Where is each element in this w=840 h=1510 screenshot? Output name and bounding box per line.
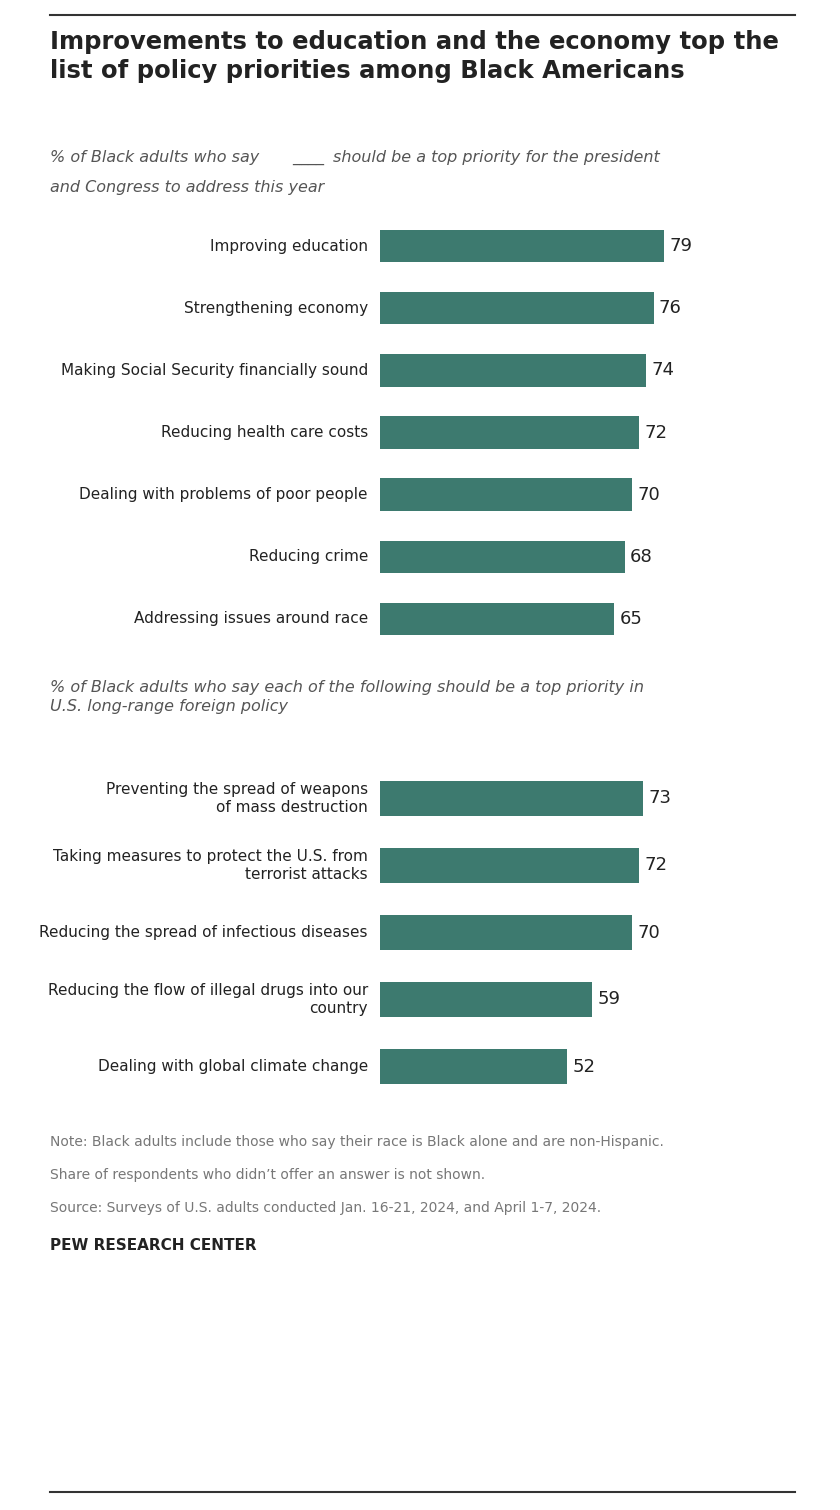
Text: Strengthening economy: Strengthening economy: [184, 300, 368, 316]
Text: 68: 68: [630, 548, 653, 566]
Bar: [380, 417, 639, 448]
Bar: [380, 479, 632, 510]
Bar: [380, 915, 632, 950]
Text: 65: 65: [619, 610, 643, 628]
Bar: [380, 849, 639, 883]
Text: Source: Surveys of U.S. adults conducted Jan. 16-21, 2024, and April 1-7, 2024.: Source: Surveys of U.S. adults conducted…: [50, 1200, 601, 1216]
Bar: [380, 230, 664, 263]
Bar: [380, 291, 654, 325]
Text: Dealing with problems of poor people: Dealing with problems of poor people: [80, 488, 368, 503]
Bar: [380, 355, 647, 387]
Text: 70: 70: [638, 924, 660, 942]
Bar: [380, 982, 592, 1016]
Text: % of Black adults who say: % of Black adults who say: [50, 149, 260, 165]
Text: Making Social Security financially sound: Making Social Security financially sound: [60, 362, 368, 378]
Bar: [380, 1049, 567, 1084]
Text: 70: 70: [638, 486, 660, 504]
Bar: [380, 781, 643, 815]
Text: Improving education: Improving education: [210, 239, 368, 254]
Text: Improvements to education and the economy top the
list of policy priorities amon: Improvements to education and the econom…: [50, 30, 779, 83]
Text: 72: 72: [644, 423, 668, 441]
Text: should be a top priority for the president: should be a top priority for the preside…: [333, 149, 659, 165]
Text: 79: 79: [669, 237, 693, 255]
Text: 72: 72: [644, 856, 668, 874]
Bar: [380, 541, 625, 572]
Text: Reducing the flow of illegal drugs into our
country: Reducing the flow of illegal drugs into …: [48, 983, 368, 1016]
Text: Share of respondents who didn’t offer an answer is not shown.: Share of respondents who didn’t offer an…: [50, 1169, 486, 1182]
Text: Note: Black adults include those who say their race is Black alone and are non-H: Note: Black adults include those who say…: [50, 1136, 664, 1149]
Text: 74: 74: [652, 361, 675, 379]
Text: Preventing the spread of weapons
of mass destruction: Preventing the spread of weapons of mass…: [106, 782, 368, 815]
Text: 59: 59: [598, 991, 621, 1009]
Text: Reducing health care costs: Reducing health care costs: [160, 424, 368, 439]
Text: ____: ____: [292, 149, 324, 165]
Text: Dealing with global climate change: Dealing with global climate change: [97, 1059, 368, 1074]
Text: Taking measures to protect the U.S. from
terrorist attacks: Taking measures to protect the U.S. from…: [53, 849, 368, 882]
Text: 52: 52: [573, 1057, 596, 1075]
Text: 73: 73: [648, 790, 671, 808]
Bar: [380, 602, 614, 636]
Text: and Congress to address this year: and Congress to address this year: [50, 180, 324, 195]
Text: PEW RESEARCH CENTER: PEW RESEARCH CENTER: [50, 1238, 257, 1253]
Text: Reducing the spread of infectious diseases: Reducing the spread of infectious diseas…: [39, 926, 368, 941]
Text: Reducing crime: Reducing crime: [249, 550, 368, 565]
Text: Addressing issues around race: Addressing issues around race: [134, 612, 368, 627]
Text: % of Black adults who say each of the following should be a top priority in
U.S.: % of Black adults who say each of the fo…: [50, 680, 644, 714]
Text: 76: 76: [659, 299, 682, 317]
